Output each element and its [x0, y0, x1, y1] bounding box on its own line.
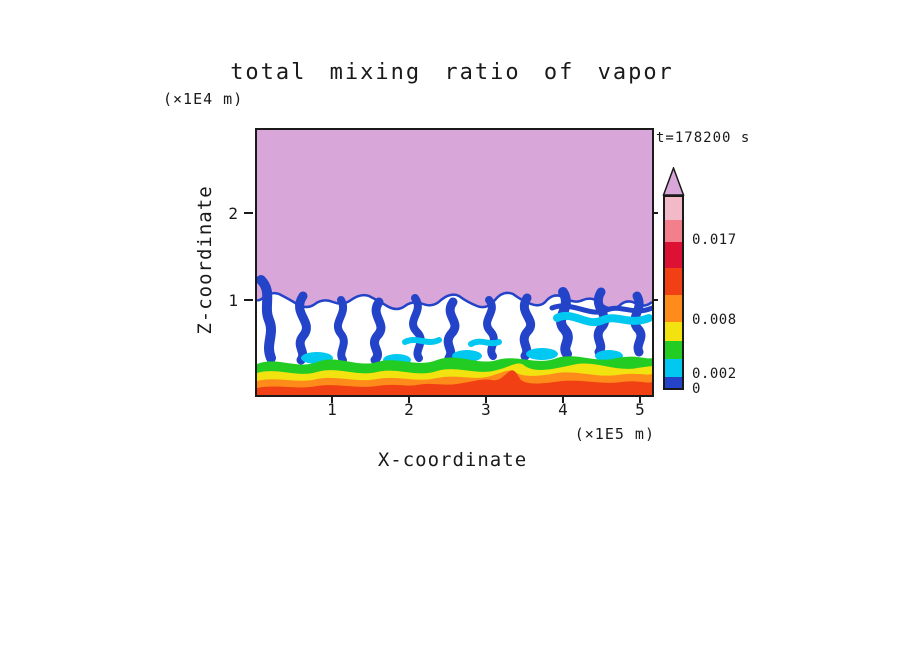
colorbar-segment-red [665, 268, 682, 295]
colorbar-segment-yellow [665, 322, 682, 341]
cyan-streak-right [553, 312, 652, 326]
blue-plume [483, 296, 498, 360]
colorbar-segment-deep-red [665, 242, 682, 268]
colorbar-label-0002: 0.002 [692, 366, 737, 382]
timestamp-label: t=178200 s [656, 130, 751, 146]
blue-plume [409, 294, 425, 362]
cyan-wisp [402, 337, 442, 345]
x-tick-label-2: 2 [404, 400, 414, 419]
colorbar-over-range-arrow [662, 167, 685, 196]
blue-plume [519, 293, 536, 361]
x-tick-label-4: 4 [558, 400, 568, 419]
colorbar-segment-green [665, 341, 682, 359]
plot-area [255, 128, 654, 397]
y-tick-mark-1 [244, 299, 253, 301]
x-tick-mark-2 [408, 395, 410, 403]
y-tick-label-2: 2 [228, 204, 238, 223]
colorbar-label-0017: 0.017 [692, 232, 737, 248]
x-tick-mark-3 [485, 395, 487, 403]
blue-plume [333, 296, 348, 364]
blue-streak-right [549, 303, 652, 315]
blue-plume [369, 297, 386, 365]
y-tick-mark-right-2 [652, 212, 658, 214]
blue-plume [295, 291, 311, 365]
y-tick-label-1: 1 [228, 291, 238, 310]
colorbar-label-0008: 0.008 [692, 312, 737, 328]
cyan-wisp [468, 338, 502, 347]
blue-plume [593, 287, 610, 357]
x-tick-mark-1 [331, 395, 333, 403]
x-tick-mark-5 [639, 395, 641, 403]
x-axis-title: X-coordinate [377, 449, 528, 471]
x-tick-label-1: 1 [327, 400, 337, 419]
x-tick-label-3: 3 [481, 400, 491, 419]
y-tick-mark-2 [244, 212, 253, 214]
over-range-plum-region [257, 130, 652, 309]
colorbar-label-0: 0 [692, 381, 701, 397]
colorbar-segment-cyan [665, 359, 682, 377]
colorbar-segment-orange [665, 295, 682, 322]
blue-plume [443, 297, 460, 363]
cyan-patch [526, 348, 558, 360]
cyan-accent-group [402, 312, 652, 347]
chart-title: total mixing ratio of vapor [230, 60, 674, 85]
interface-blue-edge [257, 291, 652, 311]
blue-plume [257, 275, 276, 363]
contour-plot [257, 130, 652, 395]
blue-plume [630, 291, 646, 357]
blue-plume-group [257, 275, 652, 365]
y-tick-mark-right-1 [652, 299, 658, 301]
y-axis-unit-label: (×1E4 m) [163, 90, 244, 108]
colorbar-segment-blue [665, 377, 682, 388]
x-tick-mark-4 [562, 395, 564, 403]
over-range-arrow-shape [662, 167, 685, 196]
colorbar [663, 195, 684, 390]
colorbar-segment-pink [665, 197, 682, 220]
colorbar-segment-salmon [665, 220, 682, 242]
x-axis-unit-label: (×1E5 m) [574, 425, 655, 443]
x-tick-label-5: 5 [635, 400, 645, 419]
red-layer [257, 370, 652, 395]
